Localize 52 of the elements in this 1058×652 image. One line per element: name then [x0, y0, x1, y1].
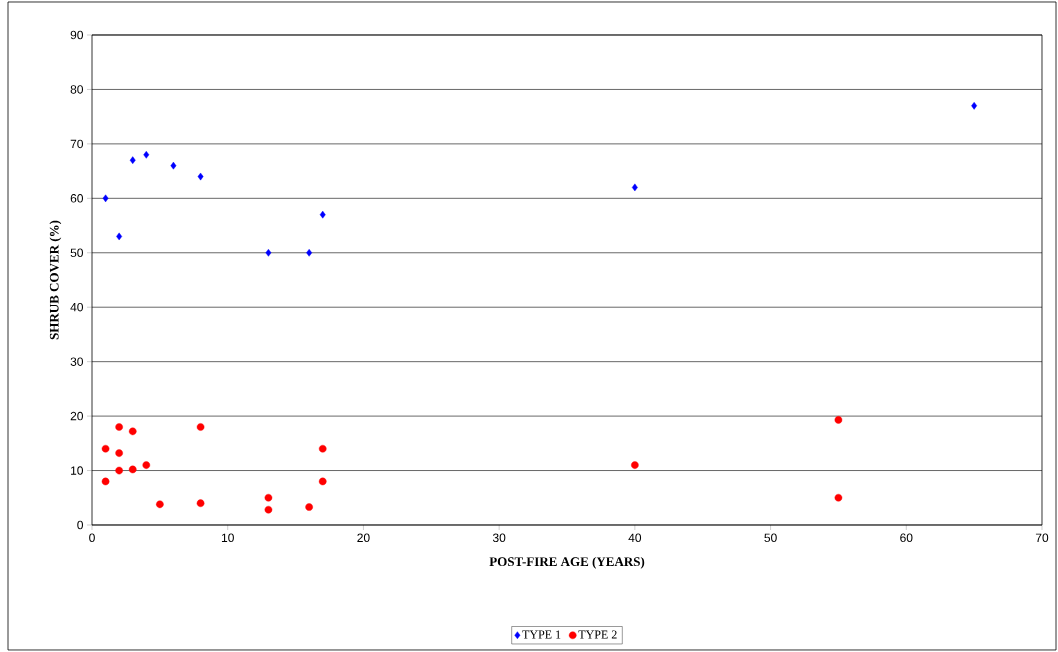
point [264, 505, 273, 514]
point [143, 150, 150, 159]
point [115, 466, 123, 475]
y-tick-label: 40 [70, 302, 84, 312]
point [170, 161, 177, 170]
point [197, 172, 204, 181]
point [156, 500, 164, 509]
x-tick-label: 20 [357, 533, 370, 543]
x-tick-label: 70 [1035, 533, 1049, 543]
point [196, 499, 205, 508]
y-tick-label: 60 [70, 194, 84, 203]
y-tick-label: 50 [70, 248, 84, 258]
point [631, 461, 639, 469]
x-axis-title: POST-FIRE AGE (YEARS) [489, 556, 645, 569]
point [318, 444, 327, 453]
y-tick-label: 70 [70, 139, 84, 149]
point [142, 461, 151, 469]
point [196, 423, 205, 431]
point [116, 232, 123, 241]
point [101, 477, 110, 486]
point [265, 248, 272, 257]
point [971, 101, 978, 110]
y-tick-label: 30 [70, 357, 84, 366]
x-tick-label: 60 [900, 533, 913, 543]
point [128, 427, 137, 436]
point [102, 194, 109, 203]
x-tick-label: 0 [89, 533, 95, 543]
x-tick-label: 40 [628, 533, 642, 543]
point [305, 503, 313, 511]
y-tick-label: 0 [77, 520, 84, 530]
y-tick-label: 80 [70, 85, 84, 94]
point [306, 248, 313, 257]
point [115, 449, 123, 457]
point [631, 183, 638, 192]
point [128, 465, 137, 474]
point [834, 416, 843, 424]
y-tick-label: 10 [71, 466, 84, 475]
y-tick-label: 20 [70, 411, 84, 421]
point [129, 156, 136, 165]
point [834, 493, 843, 502]
point [101, 444, 110, 453]
legend-label: TYPE 2 [578, 630, 617, 639]
point [115, 423, 123, 431]
x-tick-label: 50 [764, 533, 777, 543]
x-tick-label: 10 [221, 533, 234, 543]
y-tick-label: 90 [70, 30, 84, 40]
point [318, 477, 327, 486]
legend-label: TYPE 1 [522, 630, 561, 639]
point [264, 493, 273, 502]
point [319, 210, 326, 219]
x-tick-label: 30 [492, 533, 506, 543]
y-axis-title: SHRUB COVER (%) [49, 220, 62, 340]
